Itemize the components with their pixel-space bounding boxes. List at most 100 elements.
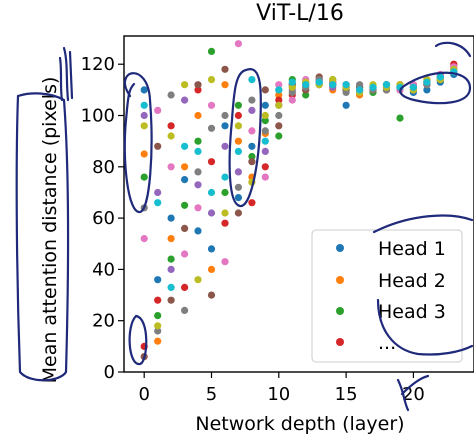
data-point-head-3-layer-9 — [261, 117, 269, 125]
data-point-head-10-layer-2 — [167, 283, 175, 291]
data-point-head-6-layer-7 — [234, 209, 242, 217]
legend-marker-4 — [336, 338, 344, 346]
y-tick-label-0: 0 — [104, 362, 115, 383]
data-point-head-4-layer-2 — [167, 122, 175, 130]
x-tick-label-0: 0 — [138, 384, 149, 405]
data-point-head-4-layer-10 — [275, 96, 283, 104]
data-point-head-3-layer-4 — [194, 137, 202, 145]
data-point-head-3-layer-7 — [234, 101, 242, 109]
data-point-head-8-layer-7 — [234, 183, 242, 191]
data-point-head-10-layer-18 — [382, 81, 391, 89]
y-tick-label-100: 100 — [81, 106, 115, 127]
data-point-head-5-layer-2 — [167, 265, 175, 273]
annotation-circle-layer7 — [228, 68, 262, 208]
data-point-head-2-layer-0 — [140, 150, 148, 158]
data-point-head-9-layer-7 — [234, 122, 242, 130]
data-point-head-6-layer-1 — [154, 142, 162, 150]
data-point-head-6-layer-6 — [221, 65, 229, 73]
data-point-head-2-layer-1 — [154, 337, 162, 345]
data-point-head-1-layer-2 — [167, 214, 175, 222]
data-point-head-9-layer-1 — [154, 322, 162, 330]
data-point-head-8-layer-6 — [221, 111, 229, 120]
data-point-head-7-layer-1 — [154, 106, 162, 114]
data-point-head-1-layer-4 — [194, 227, 202, 235]
data-point-head-8-layer-16 — [356, 81, 364, 89]
data-point-head-7-layer-4 — [194, 204, 202, 212]
data-point-head-3-layer-6 — [221, 188, 229, 197]
data-point-head-5-layer-5 — [207, 209, 216, 217]
annotation-circle-layer0-low — [128, 314, 148, 366]
data-point-head-7-layer-2 — [167, 163, 175, 171]
data-point-head-4-layer-7 — [234, 111, 242, 120]
data-point-head-3-layer-1 — [154, 312, 162, 320]
legend-marker-3 — [336, 307, 344, 315]
annotation-circle-layer0-high — [123, 72, 153, 214]
legend-marker-1 — [336, 244, 344, 252]
data-point-head-1-layer-8 — [248, 142, 256, 150]
data-point-head-10-layer-8 — [248, 76, 256, 84]
data-point-head-7-layer-7 — [234, 40, 242, 48]
annotation-circle-last-layers — [399, 71, 472, 105]
y-tick-label-40: 40 — [92, 259, 115, 280]
data-point-head-7-layer-11 — [288, 96, 296, 104]
data-point-head-10-layer-12 — [302, 81, 310, 89]
data-point-head-9-layer-9 — [261, 111, 269, 120]
data-point-head-8-layer-8 — [248, 96, 256, 104]
y-axis-label: Mean attention distance (pixels) — [39, 77, 61, 384]
data-point-head-8-layer-3 — [181, 306, 189, 314]
data-point-head-8-layer-5 — [207, 124, 216, 132]
data-point-head-2-layer-4 — [194, 111, 202, 120]
data-point-head-2-layer-7 — [234, 137, 242, 145]
data-point-head-9-layer-3 — [181, 81, 189, 89]
data-point-head-10-layer-11 — [288, 78, 296, 86]
data-point-head-4-layer-9 — [261, 163, 269, 171]
data-point-head-10-layer-0 — [140, 101, 148, 109]
y-tick-label-20: 20 — [92, 311, 115, 332]
data-point-head-10-layer-21 — [423, 78, 431, 86]
data-point-head-10-layer-4 — [194, 147, 202, 155]
data-point-head-1-layer-5 — [207, 245, 216, 253]
data-point-head-4-layer-3 — [181, 283, 189, 291]
data-point-head-10-layer-7 — [234, 147, 242, 155]
legend-marker-2 — [336, 276, 344, 284]
pen-annotations — [15, 41, 474, 412]
data-point-head-6-layer-2 — [167, 296, 175, 304]
data-point-head-10-layer-15 — [342, 81, 350, 89]
data-point-head-8-layer-15 — [342, 88, 350, 96]
data-point-head-7-layer-6 — [221, 258, 229, 266]
y-tick-label-80: 80 — [92, 157, 115, 178]
data-point-head-10-layer-5 — [207, 188, 216, 197]
x-tick-label-10: 10 — [267, 384, 290, 405]
data-point-head-1-layer-15 — [342, 101, 350, 109]
x-tick-label-15: 15 — [335, 384, 358, 405]
data-point-head-5-layer-7 — [234, 168, 242, 176]
data-point-head-10-layer-16 — [356, 86, 364, 94]
data-point-head-7-layer-3 — [181, 250, 189, 258]
data-point-head-3-layer-12 — [302, 91, 310, 99]
data-point-head-5-layer-4 — [194, 181, 202, 189]
data-point-head-8-layer-11 — [288, 88, 296, 96]
data-point-head-10-layer-10 — [275, 86, 283, 94]
data-point-head-2-layer-6 — [221, 81, 229, 89]
y-tick-label-120: 120 — [81, 54, 115, 75]
data-point-head-3-layer-8 — [248, 152, 256, 161]
data-point-head-3-layer-10 — [275, 132, 283, 140]
legend-label-2: Head 2 — [378, 270, 446, 292]
data-point-head-10-layer-14 — [329, 81, 337, 89]
data-point-head-5-layer-1 — [154, 188, 162, 197]
data-point-head-3-layer-5 — [207, 47, 216, 56]
data-point-head-9-layer-5 — [207, 76, 216, 84]
data-point-head-7-layer-8 — [248, 127, 256, 135]
data-point-head-8-layer-2 — [167, 91, 175, 99]
data-point-head-1-layer-21 — [423, 86, 431, 94]
data-point-head-9-layer-2 — [167, 132, 175, 140]
data-point-head-9-layer-4 — [194, 276, 202, 284]
data-point-head-1-layer-0 — [140, 86, 148, 94]
legend-box — [311, 229, 463, 363]
annotation-strokes-y-top — [58, 46, 74, 102]
data-point-head-1-layer-3 — [181, 176, 189, 184]
data-point-head-9-layer-6 — [221, 209, 229, 217]
data-point-head-4-layer-1 — [154, 296, 162, 304]
